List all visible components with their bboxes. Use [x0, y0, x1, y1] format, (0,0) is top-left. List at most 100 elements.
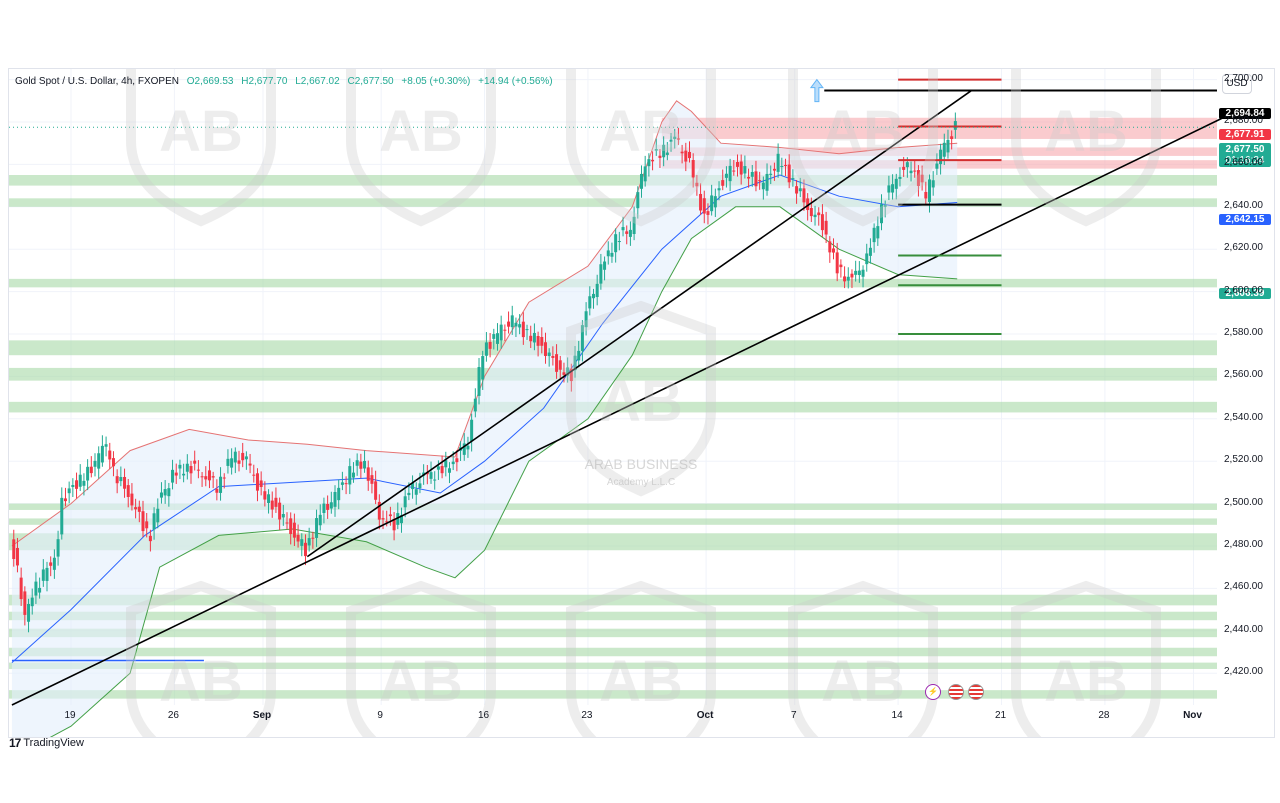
watermark-logo-icon: AB [599, 99, 683, 164]
support-zone [9, 401, 1217, 413]
candle-body [189, 466, 193, 474]
candle-body [647, 159, 651, 167]
x-tick-label: 28 [1098, 710, 1110, 721]
watermark-shield-icon [788, 69, 938, 227]
candle-body [97, 453, 101, 469]
candle-body [418, 483, 422, 489]
candle-body [891, 184, 895, 193]
candle-body [735, 162, 739, 167]
y-tick-label: 2,440.00 [1224, 623, 1263, 635]
lightning-icon[interactable]: ⚡ [925, 684, 941, 700]
candle-body [86, 466, 90, 481]
x-tick-label: 7 [790, 710, 797, 721]
candle-body [108, 450, 112, 460]
candle-body [625, 231, 629, 234]
candle-body [340, 482, 344, 485]
candle-body [880, 204, 884, 224]
tradingview-logo[interactable]: 17 TradingView [9, 736, 84, 750]
candle-body [680, 151, 684, 154]
watermark-logo-icon: AB [1044, 99, 1128, 164]
candle-body [832, 248, 836, 253]
resistance-zone [661, 117, 1217, 139]
candle-body [721, 180, 725, 186]
candle-body [436, 466, 440, 470]
candle-body [470, 419, 474, 442]
candle-body [540, 336, 544, 346]
price-tag-last: 2,677.50 01:16:24 [1219, 143, 1271, 167]
currency-button[interactable]: USD [1222, 74, 1252, 94]
candle-body [300, 539, 304, 546]
chart-frame[interactable]: AB AB AB AB AB AB AB AB AB AB AB ARAB BUSINESS Acade… [8, 68, 1275, 738]
candle-body [451, 461, 455, 465]
symbol-label[interactable]: Gold Spot / U.S. Dollar, 4h, FXOPEN [15, 76, 179, 87]
candle-body [614, 234, 618, 253]
us-flag-icon[interactable] [968, 684, 984, 700]
candle-body [580, 325, 584, 351]
chart-svg[interactable]: AB AB AB AB AB AB AB AB AB AB AB ARAB BUSINESS Acade… [9, 69, 1274, 737]
support-zone [9, 662, 1217, 669]
us-flag-icon[interactable] [948, 684, 964, 700]
candle-body [407, 492, 411, 496]
candle-body [669, 139, 673, 142]
candle-body [30, 597, 34, 607]
candle-body [204, 476, 208, 480]
candle-body [466, 445, 470, 450]
tv-logo-mark: 17 [9, 736, 21, 750]
candle-body [724, 173, 728, 178]
y-tick-label: 2,660.00 [1224, 157, 1263, 169]
support-zone [9, 611, 1217, 621]
candle-body [19, 577, 23, 600]
x-tick-label: 19 [64, 710, 76, 721]
candle-body [702, 198, 706, 214]
candle-body [152, 513, 156, 530]
candle-body [939, 149, 943, 165]
candle-body [676, 138, 680, 140]
candle-body [363, 460, 367, 469]
candle-body [366, 467, 370, 481]
x-tick-label: 16 [477, 710, 490, 721]
candle-body [673, 136, 677, 140]
x-tick-label: Oct [696, 710, 714, 721]
candle-body [148, 535, 152, 542]
candle-body [507, 321, 511, 327]
x-tick-label: Sep [252, 710, 272, 721]
watermark-logo-icon: AB [599, 649, 683, 714]
candle-body [802, 188, 806, 203]
candle-body [385, 521, 389, 523]
candle-body [473, 398, 477, 412]
candle-body [621, 227, 625, 231]
candle-body [263, 491, 267, 500]
candle-body [137, 506, 141, 512]
candle-body [145, 521, 149, 529]
y-tick-label: 2,520.00 [1224, 454, 1263, 466]
candle-body [566, 367, 570, 376]
candle-body [555, 354, 559, 372]
candle-body [739, 161, 743, 175]
up-arrow-icon [809, 78, 824, 103]
candle-body [861, 269, 865, 277]
watermark-logo-icon: AB [379, 99, 463, 164]
candle-body [315, 518, 319, 538]
candle-body [883, 204, 887, 207]
candle-body [798, 188, 802, 192]
candle-body [355, 460, 359, 466]
watermark-logo-icon: AB [159, 649, 243, 714]
change2-value: +14.94 (+0.56%) [478, 76, 553, 87]
candle-body [111, 458, 115, 467]
watermark-shield-icon [346, 580, 496, 737]
watermark-shield-icon [566, 300, 716, 497]
candle-body [296, 534, 300, 542]
candle-body [761, 182, 765, 190]
chart-header: Gold Spot / U.S. Dollar, 4h, FXOPEN O2,6… [15, 76, 558, 87]
candle-body [547, 352, 551, 357]
candle-body [835, 252, 839, 274]
candle-body [141, 511, 145, 532]
candle-body [219, 476, 223, 493]
candle-body [894, 178, 898, 189]
candle-body [765, 173, 769, 191]
candle-body [817, 212, 821, 216]
candle-body [322, 503, 326, 513]
candle-body [292, 522, 296, 538]
candle-body [710, 195, 714, 212]
candle-body [23, 591, 27, 615]
